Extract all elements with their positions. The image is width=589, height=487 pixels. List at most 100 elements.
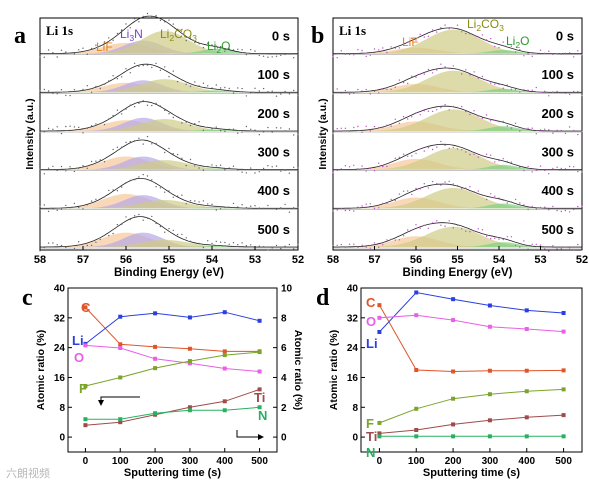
raw-point (431, 148, 434, 151)
raw-point (485, 114, 488, 116)
data-point (561, 434, 566, 439)
peak-Li2CO3 (40, 239, 298, 247)
raw-point (232, 49, 235, 51)
raw-point (386, 239, 388, 241)
data-point (451, 369, 456, 374)
raw-point (560, 129, 562, 132)
raw-point (168, 228, 170, 230)
raw-point (275, 55, 278, 57)
raw-point (258, 54, 260, 57)
right-axis-arrowhead (258, 434, 264, 440)
raw-point (181, 157, 183, 159)
raw-point (207, 165, 209, 168)
raw-point (185, 164, 187, 167)
data-point (153, 311, 158, 316)
raw-point (103, 41, 106, 43)
raw-point (378, 49, 380, 51)
peak-LiF (40, 42, 298, 54)
raw-point (514, 89, 517, 91)
raw-point (181, 28, 183, 31)
data-point (414, 434, 419, 439)
raw-point (194, 81, 196, 83)
raw-point (485, 39, 488, 41)
raw-point (146, 135, 149, 138)
raw-point (423, 36, 425, 38)
data-point (118, 420, 123, 425)
raw-point (116, 109, 119, 111)
raw-point (564, 209, 567, 212)
raw-point (95, 123, 97, 125)
raw-point (228, 87, 230, 90)
raw-point (284, 90, 286, 93)
raw-point (514, 122, 517, 125)
raw-point (544, 128, 546, 130)
raw-point (142, 64, 144, 67)
raw-point (129, 27, 131, 29)
raw-point (394, 86, 396, 88)
raw-point (155, 142, 157, 145)
raw-point (573, 166, 575, 168)
raw-point (90, 244, 93, 246)
raw-point (481, 155, 484, 157)
raw-point (237, 169, 239, 171)
data-point (561, 310, 566, 315)
raw-point (568, 126, 571, 128)
raw-point (440, 224, 442, 226)
raw-point (151, 15, 153, 18)
series-Ti: Ti (83, 387, 265, 428)
raw-point (232, 128, 235, 130)
series-line (85, 388, 260, 426)
raw-point (164, 231, 166, 233)
raw-point (90, 125, 93, 127)
raw-point (280, 247, 282, 250)
y-right-tick-label: 2 (281, 403, 287, 414)
raw-point (390, 46, 392, 48)
raw-point (99, 87, 101, 90)
raw-point (502, 87, 504, 89)
core-level-title: Li 1s (339, 23, 366, 38)
raw-point (361, 131, 363, 133)
raw-point (481, 34, 484, 36)
raw-point (275, 127, 278, 129)
raw-point (357, 49, 359, 51)
raw-point (202, 200, 205, 202)
raw-point (228, 243, 230, 245)
raw-point (539, 244, 542, 246)
raw-point (398, 79, 401, 81)
raw-point (382, 88, 384, 90)
raw-point (39, 205, 41, 208)
raw-point (129, 104, 131, 106)
raw-point (125, 108, 127, 110)
raw-point (473, 34, 475, 36)
raw-point (108, 189, 110, 192)
raw-point (224, 86, 226, 89)
raw-point (211, 128, 213, 130)
raw-point (423, 183, 425, 185)
raw-point (250, 128, 252, 130)
raw-point (112, 232, 114, 235)
raw-point (556, 248, 558, 250)
time-label: 100 s (541, 67, 574, 82)
x-axis-label: Sputtering time (s) (124, 467, 222, 479)
raw-point (461, 31, 463, 33)
raw-point (176, 80, 179, 83)
time-label: 400 s (257, 183, 290, 198)
raw-point (382, 165, 384, 168)
raw-point (267, 56, 269, 58)
raw-point (407, 190, 409, 192)
y-tick-label: 8 (352, 403, 358, 414)
raw-point (146, 64, 149, 66)
raw-point (60, 244, 63, 247)
raw-point (108, 80, 110, 82)
x-tick-label: 58 (327, 254, 339, 266)
raw-point (336, 169, 338, 172)
raw-point (548, 129, 550, 131)
x-tick-label: 53 (249, 254, 261, 266)
raw-point (465, 151, 467, 153)
series-line (378, 304, 564, 373)
series-label-N: N (366, 445, 375, 460)
raw-point (215, 209, 217, 211)
raw-point (99, 198, 101, 200)
raw-point (56, 56, 58, 58)
raw-point (577, 205, 579, 208)
